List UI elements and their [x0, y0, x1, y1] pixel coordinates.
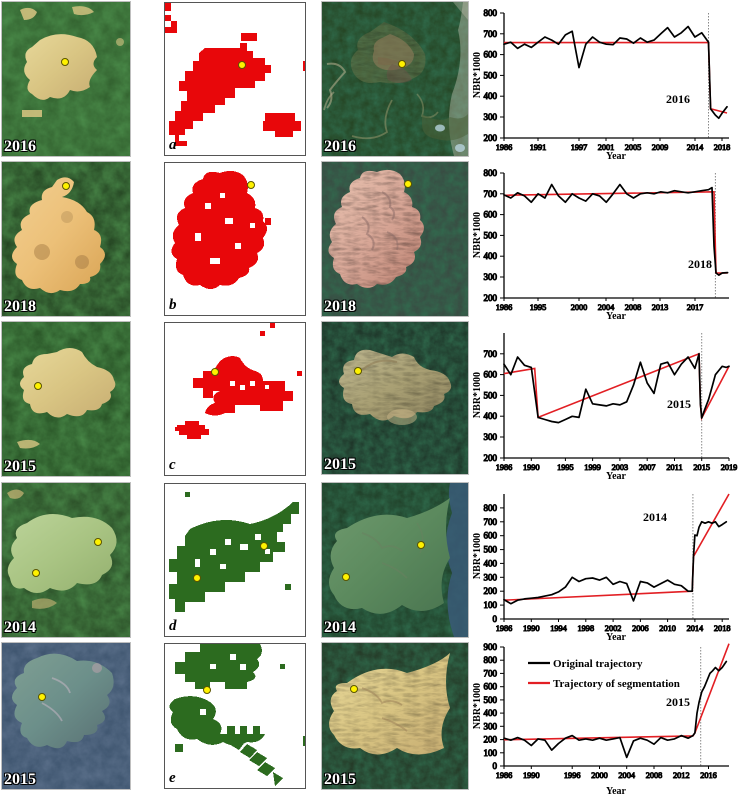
svg-text:700: 700 — [484, 516, 498, 526]
svg-text:800: 800 — [484, 168, 498, 178]
svg-text:1995: 1995 — [530, 303, 547, 312]
svg-text:2008: 2008 — [625, 303, 642, 312]
svg-text:1986: 1986 — [496, 303, 513, 312]
svg-text:400: 400 — [484, 251, 498, 261]
svg-text:Trajectory of segmentation: Trajectory of segmentation — [553, 678, 680, 690]
svg-text:Year: Year — [606, 632, 627, 641]
svg-text:300: 300 — [484, 432, 498, 442]
svg-text:600: 600 — [484, 210, 498, 220]
svg-text:700: 700 — [484, 189, 498, 199]
svg-text:1991: 1991 — [530, 143, 547, 152]
svg-text:1986: 1986 — [496, 143, 513, 152]
svg-text:NBR*1000: NBR*1000 — [472, 212, 483, 258]
svg-text:NBR*1000: NBR*1000 — [472, 683, 483, 729]
svg-text:2018: 2018 — [714, 624, 731, 633]
svg-text:300: 300 — [484, 272, 498, 282]
svg-text:2016: 2016 — [700, 771, 717, 780]
svg-text:500: 500 — [484, 695, 498, 705]
svg-text:900: 900 — [484, 642, 498, 652]
svg-text:400: 400 — [484, 91, 498, 101]
svg-text:Original trajectory: Original trajectory — [553, 658, 643, 670]
svg-text:800: 800 — [484, 502, 498, 512]
svg-text:700: 700 — [484, 668, 498, 678]
svg-text:500: 500 — [484, 231, 498, 241]
svg-text:NBR*1000: NBR*1000 — [472, 52, 483, 98]
svg-text:400: 400 — [484, 558, 498, 568]
svg-text:100: 100 — [484, 600, 498, 610]
svg-text:400: 400 — [484, 708, 498, 718]
svg-text:200: 200 — [484, 133, 498, 143]
svg-text:2010: 2010 — [659, 624, 676, 633]
svg-text:200: 200 — [484, 734, 498, 744]
svg-text:300: 300 — [484, 112, 498, 122]
svg-text:2004: 2004 — [618, 771, 635, 780]
svg-text:600: 600 — [484, 530, 498, 540]
svg-text:2006: 2006 — [632, 624, 649, 633]
svg-text:600: 600 — [484, 50, 498, 60]
svg-text:200: 200 — [484, 293, 498, 303]
svg-text:300: 300 — [484, 572, 498, 582]
svg-text:Year: Year — [606, 471, 627, 480]
svg-text:Year: Year — [606, 151, 627, 160]
svg-text:1996: 1996 — [564, 771, 581, 780]
svg-text:200: 200 — [484, 453, 498, 463]
svg-text:2015: 2015 — [666, 695, 690, 709]
svg-text:2018: 2018 — [714, 143, 731, 152]
svg-text:400: 400 — [484, 412, 498, 422]
svg-text:2019: 2019 — [721, 463, 738, 472]
svg-text:2014: 2014 — [687, 143, 704, 152]
svg-text:2011: 2011 — [666, 463, 682, 472]
svg-text:2017: 2017 — [687, 303, 704, 312]
svg-text:2000: 2000 — [571, 303, 588, 312]
svg-text:700: 700 — [484, 29, 498, 39]
svg-text:2018: 2018 — [688, 257, 712, 271]
svg-text:500: 500 — [484, 70, 498, 80]
svg-text:1998: 1998 — [578, 624, 595, 633]
svg-text:200: 200 — [484, 586, 498, 596]
svg-text:NBR*1000: NBR*1000 — [472, 533, 483, 579]
svg-text:1990: 1990 — [523, 624, 540, 633]
svg-text:0: 0 — [493, 614, 498, 624]
svg-text:2007: 2007 — [639, 463, 656, 472]
svg-text:2015: 2015 — [667, 397, 691, 411]
svg-text:2005: 2005 — [625, 143, 642, 152]
svg-text:500: 500 — [484, 391, 498, 401]
svg-text:2014: 2014 — [687, 624, 704, 633]
svg-text:1994: 1994 — [550, 624, 567, 633]
svg-text:NBR*1000: NBR*1000 — [472, 372, 483, 418]
svg-text:2009: 2009 — [652, 143, 669, 152]
svg-text:1999: 1999 — [584, 463, 601, 472]
svg-text:100: 100 — [484, 748, 498, 758]
svg-text:2016: 2016 — [666, 92, 690, 106]
svg-text:800: 800 — [484, 8, 498, 18]
svg-text:2000: 2000 — [591, 771, 608, 780]
svg-text:600: 600 — [484, 370, 498, 380]
svg-text:1986: 1986 — [496, 771, 513, 780]
svg-text:2008: 2008 — [646, 771, 663, 780]
svg-text:0: 0 — [493, 761, 498, 771]
svg-text:1986: 1986 — [496, 624, 513, 633]
svg-text:Year: Year — [606, 786, 627, 797]
svg-text:2015: 2015 — [693, 463, 710, 472]
svg-text:2012: 2012 — [673, 771, 690, 780]
svg-text:1986: 1986 — [496, 463, 513, 472]
svg-text:Year: Year — [606, 311, 627, 320]
svg-text:1990: 1990 — [523, 463, 540, 472]
svg-text:600: 600 — [484, 681, 498, 691]
svg-text:1995: 1995 — [557, 463, 574, 472]
svg-text:700: 700 — [484, 349, 498, 359]
svg-text:1997: 1997 — [571, 143, 588, 152]
svg-text:2013: 2013 — [652, 303, 669, 312]
svg-text:1990: 1990 — [523, 771, 540, 780]
svg-text:500: 500 — [484, 544, 498, 554]
svg-text:300: 300 — [484, 721, 498, 731]
svg-text:2014: 2014 — [643, 510, 667, 524]
svg-text:800: 800 — [484, 655, 498, 665]
